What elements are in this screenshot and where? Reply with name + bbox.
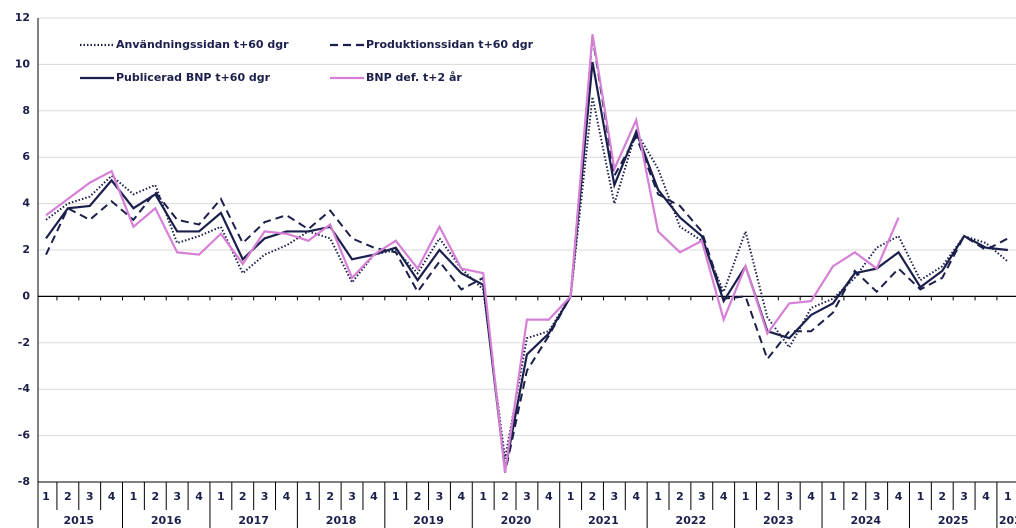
year-label: 2016 <box>151 514 182 527</box>
series-line <box>45 36 1009 473</box>
x-tick-label: 1 <box>217 490 225 503</box>
x-tick-label: 4 <box>720 490 728 503</box>
series-line <box>45 34 900 473</box>
x-tick-label: 3 <box>698 490 706 503</box>
x-tick-label: 3 <box>86 490 94 503</box>
year-label: 2025 <box>938 514 969 527</box>
x-tick-label: 4 <box>807 490 815 503</box>
x-tick-label: 2 <box>501 490 509 503</box>
x-tick-label: 1 <box>742 490 750 503</box>
x-tick-label: 1 <box>392 490 400 503</box>
x-tick-label: 1 <box>304 490 312 503</box>
x-tick-label: 4 <box>545 490 553 503</box>
y-tick-label: 4 <box>22 197 30 210</box>
year-label: 2019 <box>413 514 444 527</box>
y-tick-label: 12 <box>15 11 30 24</box>
y-tick-label: 10 <box>15 57 31 70</box>
y-tick-label: -6 <box>18 429 31 442</box>
x-tick-label: 2 <box>64 490 72 503</box>
year-label: 2026 <box>999 514 1016 527</box>
x-tick-label: 2 <box>676 490 684 503</box>
x-tick-label: 3 <box>436 490 444 503</box>
year-label: 2023 <box>763 514 794 527</box>
year-label: 2024 <box>850 514 881 527</box>
y-tick-label: -2 <box>18 336 30 349</box>
x-tick-label: 3 <box>173 490 181 503</box>
x-tick-label: 1 <box>1004 490 1012 503</box>
x-tick-label: 3 <box>261 490 269 503</box>
x-tick-label: 4 <box>283 490 291 503</box>
year-label: 2022 <box>676 514 707 527</box>
year-label: 2021 <box>588 514 619 527</box>
x-tick-label: 2 <box>851 490 859 503</box>
x-tick-label: 3 <box>348 490 356 503</box>
year-label: 2020 <box>501 514 532 527</box>
x-tick-label: 3 <box>873 490 881 503</box>
x-tick-label: 2 <box>938 490 946 503</box>
year-label: 2015 <box>63 514 94 527</box>
year-label: 2017 <box>238 514 269 527</box>
x-tick-label: 2 <box>326 490 334 503</box>
y-tick-label: 2 <box>22 243 30 256</box>
x-tick-label: 1 <box>567 490 575 503</box>
x-tick-label: 1 <box>42 490 50 503</box>
y-tick-label: 6 <box>22 150 30 163</box>
y-tick-label: 0 <box>22 289 30 302</box>
x-tick-label: 4 <box>632 490 640 503</box>
x-tick-label: 4 <box>108 490 116 503</box>
x-tick-label: 3 <box>960 490 968 503</box>
legend-label: Publicerad BNP t+60 dgr <box>116 71 271 84</box>
legend-label: Användningssidan t+60 dgr <box>116 38 289 51</box>
x-tick-label: 3 <box>785 490 793 503</box>
x-tick-label: 1 <box>829 490 837 503</box>
x-tick-label: 3 <box>523 490 531 503</box>
legend-label: BNP def. t+2 år <box>366 71 462 84</box>
x-tick-label: 1 <box>479 490 487 503</box>
y-tick-label: 8 <box>22 104 30 117</box>
series-line <box>45 96 1009 459</box>
x-tick-label: 4 <box>982 490 990 503</box>
y-tick-label: -4 <box>18 382 31 395</box>
x-tick-label: 1 <box>130 490 138 503</box>
x-tick-label: 4 <box>195 490 203 503</box>
x-tick-label: 4 <box>458 490 466 503</box>
legend-label: Produktionssidan t+60 dgr <box>366 38 534 51</box>
x-tick-label: 2 <box>589 490 597 503</box>
year-label: 2018 <box>326 514 357 527</box>
x-tick-label: 2 <box>239 490 247 503</box>
x-tick-label: 1 <box>917 490 925 503</box>
x-tick-label: 4 <box>370 490 378 503</box>
x-tick-label: 3 <box>611 490 619 503</box>
x-tick-label: 4 <box>895 490 903 503</box>
x-tick-label: 2 <box>414 490 422 503</box>
x-tick-label: 2 <box>764 490 772 503</box>
y-tick-label: -8 <box>18 475 30 488</box>
x-tick-label: 2 <box>151 490 159 503</box>
x-tick-label: 1 <box>654 490 662 503</box>
series-line <box>45 61 1008 471</box>
